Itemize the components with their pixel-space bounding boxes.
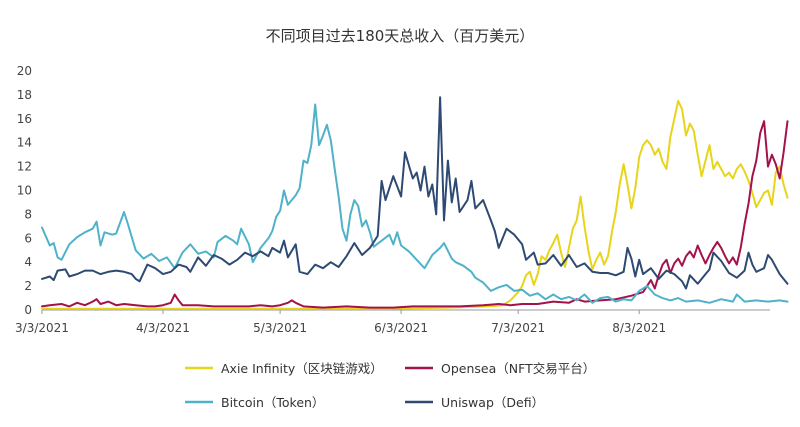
x-tick-label: 7/3/2021 (491, 321, 545, 335)
y-tick-label: 2 (24, 279, 32, 293)
y-tick-label: 6 (24, 231, 32, 245)
series-line-3 (41, 96, 789, 290)
chart-title: 不同项目过去180天总收入（百万美元） (266, 27, 535, 45)
legend-label-0: Axie Infinity（区块链游戏） (221, 361, 383, 376)
x-tick-label: 8/3/2021 (612, 321, 666, 335)
y-tick-label: 18 (17, 88, 32, 102)
x-tick-label: 5/3/2021 (253, 321, 307, 335)
y-tick-label: 20 (17, 64, 32, 78)
series-line-2 (41, 103, 789, 304)
x-tick-label: 4/3/2021 (136, 321, 190, 335)
series-line-1 (41, 120, 789, 309)
y-axis-ticks: 0 2 4 6 8 10 12 14 16 18 20 (17, 64, 32, 317)
y-tick-label: 8 (24, 207, 32, 221)
y-tick-label: 0 (24, 303, 32, 317)
y-tick-label: 4 (24, 255, 32, 269)
y-tick-label: 16 (17, 112, 32, 126)
y-tick-label: 10 (17, 184, 32, 198)
y-tick-label: 14 (17, 136, 32, 150)
x-tick-label: 6/3/2021 (374, 321, 428, 335)
y-tick-label: 12 (17, 160, 32, 174)
legend: Axie Infinity（区块链游戏） Opensea（NFT交易平台） Bitc… (185, 361, 595, 410)
legend-label-1: Opensea（NFT交易平台） (441, 361, 595, 376)
legend-label-2: Bitcoin（Token） (221, 395, 324, 410)
series-lines (41, 96, 789, 310)
series-line-0 (41, 99, 789, 310)
x-tick-label: 3/3/2021 (15, 321, 69, 335)
legend-label-3: Uniswap（Defi） (441, 395, 544, 410)
x-axis-ticks: 3/3/2021 4/3/2021 5/3/2021 6/3/2021 7/3/2021… (15, 310, 666, 335)
